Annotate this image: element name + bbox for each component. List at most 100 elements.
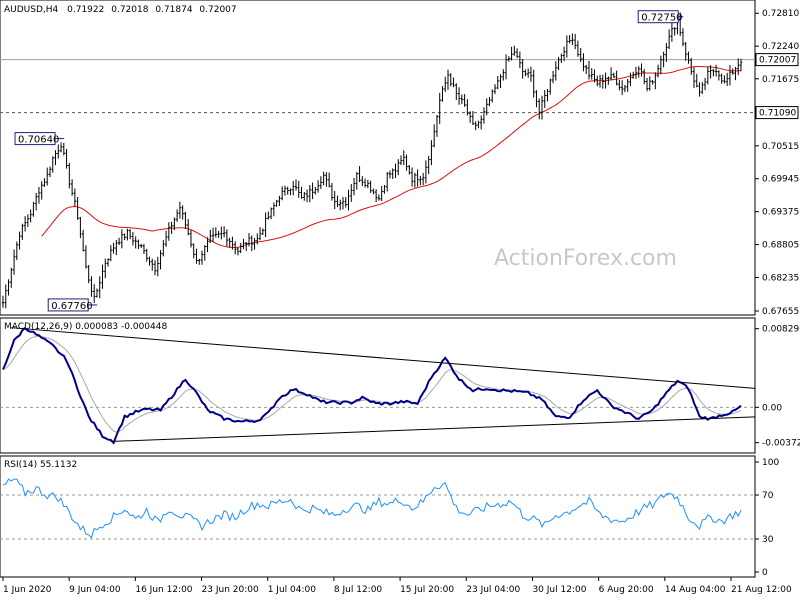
macd-tick-label: 0.008296	[762, 325, 800, 335]
price-bar	[292, 180, 295, 196]
price-bar	[386, 172, 389, 192]
price-bar	[222, 226, 226, 238]
price-tick-label: 0.69375	[762, 208, 799, 218]
price-bar	[585, 64, 588, 75]
time-tick-label: 16 Jun 12:00	[135, 585, 192, 595]
price-bar	[341, 196, 345, 210]
price-bar	[239, 242, 242, 254]
macd-axis: 0.008296 0.00 -0.003725	[755, 325, 800, 449]
time-tick-label: 21 Aug 12:00	[731, 585, 792, 595]
price-bar	[167, 222, 171, 241]
price-bar	[438, 92, 441, 125]
price-bar	[90, 276, 93, 297]
price-bar	[109, 245, 112, 262]
price-bar	[670, 23, 674, 42]
price-bar	[593, 69, 596, 83]
time-axis: 1 Jun 2020 9 Jun 04:00 16 Jun 12:00 23 Jun …	[2, 577, 792, 595]
price-bar	[256, 233, 259, 245]
price-bar	[198, 258, 201, 265]
price-bar	[206, 237, 209, 253]
price-bar	[405, 154, 408, 171]
price-bar	[466, 99, 469, 116]
price-tick-label: 0.72240	[762, 42, 799, 52]
price-bar	[546, 88, 549, 102]
price-bar	[339, 199, 342, 211]
price-bar	[352, 177, 356, 196]
price-bar	[123, 233, 126, 241]
price-bar	[95, 288, 99, 298]
price-bar	[350, 183, 353, 202]
ohlc-high: 0.72018	[111, 5, 148, 15]
price-bar	[416, 169, 419, 187]
price-bar	[377, 194, 381, 201]
price-bar	[496, 75, 499, 90]
ohlc-open: 0.71922	[67, 5, 104, 15]
price-bar	[303, 191, 306, 201]
price-bar	[261, 228, 265, 235]
price-bar	[242, 238, 245, 250]
price-bar	[723, 75, 726, 84]
rsi-lines	[0, 478, 755, 540]
price-bar	[142, 243, 146, 254]
rsi-axis: 100 70 30 0	[755, 458, 779, 578]
price-bar	[565, 35, 569, 58]
price-bar	[23, 216, 27, 232]
price-bar	[712, 68, 715, 77]
price-bar	[115, 239, 118, 256]
price-bar	[81, 229, 85, 252]
price-bar	[524, 69, 527, 77]
price-bar	[374, 189, 378, 203]
price-bar	[402, 150, 405, 166]
price-bar	[413, 172, 417, 188]
price-bar	[441, 86, 444, 102]
price-bar	[582, 53, 585, 72]
price-bar	[1, 295, 5, 308]
price-bar	[468, 111, 472, 123]
price-bar	[394, 163, 397, 179]
swing-label: 0.70640	[14, 132, 65, 146]
rsi-tick-label: 100	[762, 458, 779, 468]
price-bar	[311, 182, 314, 200]
price-bar	[645, 77, 649, 92]
price-bar	[220, 226, 223, 240]
swing-value: 0.67760	[51, 301, 92, 312]
time-tick-label: 1 Jul 04:00	[268, 585, 317, 595]
price-bar	[532, 69, 535, 98]
ma-line	[41, 66, 742, 248]
swing-label: 0.67760	[47, 298, 98, 312]
price-bar	[120, 229, 124, 249]
price-bar	[560, 53, 563, 63]
price-bar	[568, 35, 571, 44]
price-bar	[316, 180, 320, 193]
price-bar	[612, 72, 616, 79]
price-bar	[51, 156, 54, 173]
price-bar	[620, 80, 624, 95]
price-bar	[626, 78, 629, 92]
price-bar	[333, 191, 336, 209]
price-bar	[659, 55, 663, 75]
price-bar	[327, 172, 331, 188]
price-bar	[488, 97, 491, 107]
price-bar	[336, 195, 339, 208]
price-bar	[325, 172, 328, 187]
price-bar	[76, 196, 79, 220]
price-axis: 0.72810 0.72240 0.71675 0.71090 0.70515 0.699…	[755, 9, 799, 317]
price-bar	[48, 166, 52, 178]
macd-tick-label: -0.003725	[762, 439, 800, 449]
price-bar	[504, 54, 508, 80]
price-bar	[731, 68, 734, 75]
macd-trendline	[110, 416, 756, 442]
moving-average-line	[41, 66, 742, 248]
price-bar	[590, 68, 593, 80]
price-bar	[446, 69, 450, 90]
price-bar	[391, 168, 394, 179]
price-bar	[363, 178, 367, 188]
time-tick-label: 6 Aug 20:00	[599, 585, 654, 595]
price-bar	[253, 238, 256, 250]
price-bar	[540, 95, 544, 120]
macd-lines	[0, 326, 756, 445]
price-bar	[278, 195, 281, 206]
price-bar	[667, 29, 671, 50]
price-bar	[233, 241, 237, 255]
price-bar	[156, 256, 159, 277]
